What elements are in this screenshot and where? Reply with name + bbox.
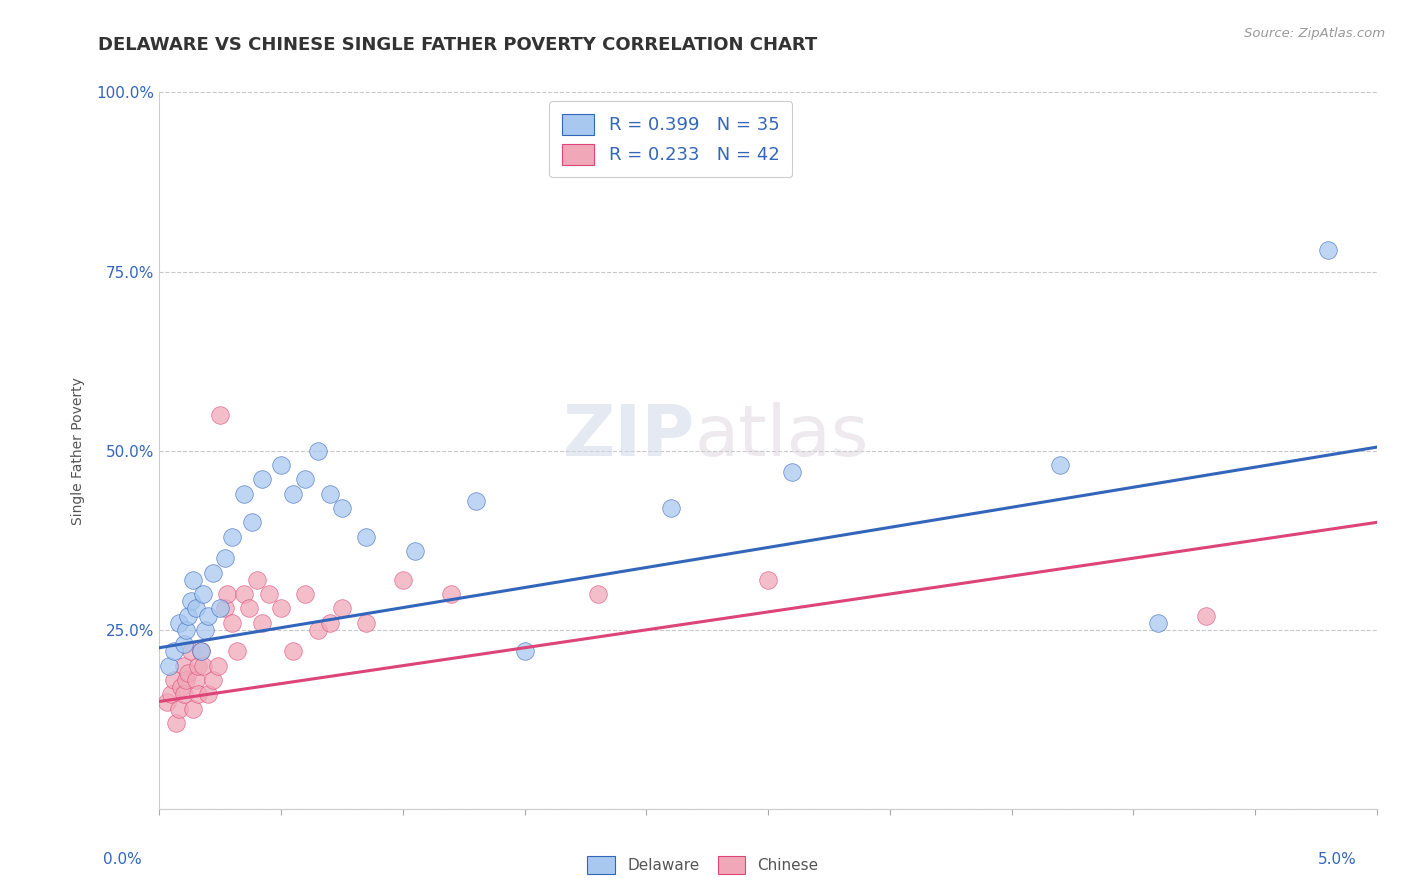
Text: ZIP: ZIP	[562, 402, 695, 471]
Point	[283, 486, 305, 500]
Point	[197, 687, 219, 701]
Point	[659, 501, 682, 516]
Point	[174, 623, 197, 637]
Point	[191, 658, 214, 673]
Point	[184, 601, 207, 615]
Point	[221, 530, 243, 544]
Point	[240, 516, 263, 530]
Point	[160, 687, 183, 701]
Point	[167, 701, 190, 715]
Point	[170, 680, 193, 694]
Point	[155, 694, 177, 708]
Point	[1317, 243, 1340, 257]
Text: 0.0%: 0.0%	[103, 852, 142, 867]
Point	[404, 544, 426, 558]
Point	[190, 644, 212, 658]
Point	[270, 458, 292, 472]
Point	[180, 644, 202, 658]
Text: atlas: atlas	[695, 402, 869, 471]
Text: Source: ZipAtlas.com: Source: ZipAtlas.com	[1244, 27, 1385, 40]
Point	[756, 573, 779, 587]
Point	[217, 587, 239, 601]
Point	[221, 615, 243, 630]
Point	[246, 573, 269, 587]
Point	[391, 573, 413, 587]
Legend: R = 0.399   N = 35, R = 0.233   N = 42: R = 0.399 N = 35, R = 0.233 N = 42	[550, 102, 792, 178]
Point	[197, 608, 219, 623]
Point	[214, 601, 236, 615]
Point	[330, 501, 353, 516]
Point	[163, 673, 186, 687]
Point	[307, 623, 329, 637]
Point	[209, 408, 232, 422]
Point	[226, 644, 249, 658]
Point	[181, 573, 204, 587]
Point	[1146, 615, 1168, 630]
Point	[250, 615, 273, 630]
Point	[440, 587, 463, 601]
Point	[318, 615, 340, 630]
Point	[187, 687, 209, 701]
Point	[165, 716, 187, 731]
Point	[207, 658, 229, 673]
Point	[294, 472, 316, 486]
Point	[294, 587, 316, 601]
Point	[201, 566, 224, 580]
Point	[209, 601, 232, 615]
Point	[270, 601, 292, 615]
Point	[233, 587, 256, 601]
Point	[250, 472, 273, 486]
Point	[187, 658, 209, 673]
Point	[1049, 458, 1071, 472]
Point	[177, 665, 200, 680]
Point	[157, 658, 180, 673]
Point	[238, 601, 260, 615]
Point	[173, 687, 195, 701]
Point	[174, 673, 197, 687]
Point	[181, 701, 204, 715]
Point	[173, 637, 195, 651]
Point	[163, 644, 186, 658]
Point	[194, 623, 217, 637]
Point	[354, 530, 377, 544]
Point	[167, 615, 190, 630]
Point	[464, 493, 486, 508]
Point	[257, 587, 280, 601]
Point	[190, 644, 212, 658]
Point	[173, 658, 195, 673]
Point	[283, 644, 305, 658]
Point	[177, 608, 200, 623]
Point	[782, 465, 804, 479]
Point	[233, 486, 256, 500]
Point	[354, 615, 377, 630]
Point	[180, 594, 202, 608]
Point	[184, 673, 207, 687]
Point	[307, 443, 329, 458]
Point	[330, 601, 353, 615]
Point	[318, 486, 340, 500]
Text: DELAWARE VS CHINESE SINGLE FATHER POVERTY CORRELATION CHART: DELAWARE VS CHINESE SINGLE FATHER POVERT…	[98, 36, 818, 54]
Point	[214, 551, 236, 566]
Point	[1195, 608, 1218, 623]
Legend: Delaware, Chinese: Delaware, Chinese	[581, 850, 825, 880]
Point	[586, 587, 609, 601]
Point	[513, 644, 536, 658]
Point	[201, 673, 224, 687]
Point	[191, 587, 214, 601]
Y-axis label: Single Father Poverty: Single Father Poverty	[72, 376, 86, 524]
Text: 5.0%: 5.0%	[1317, 852, 1357, 867]
